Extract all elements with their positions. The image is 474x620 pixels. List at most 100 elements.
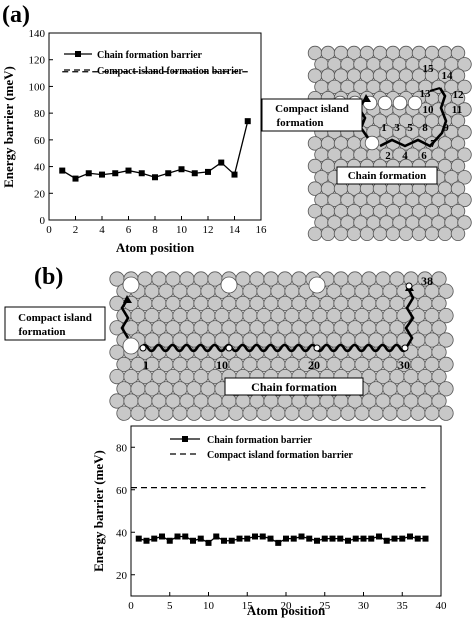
chart-b-xtick-label: 5 [167, 600, 173, 612]
chart-a-ytick-label: 0 [40, 215, 46, 227]
diagram-b-atom [424, 405, 440, 421]
diagram-b-site-marker [401, 344, 409, 352]
chart-b-point [166, 537, 173, 544]
chart-b-ytick-label: 60 [116, 485, 128, 497]
chart-b-point [391, 535, 398, 542]
diagram-b-atom [431, 393, 447, 409]
diagram-a-number: 1 [381, 122, 387, 134]
chart-b-point [244, 535, 251, 542]
diagram-a-chain-arrow [429, 87, 441, 92]
chart-b-xlabel: Atom position [247, 603, 326, 618]
diagram-a-number: 12 [453, 89, 465, 101]
diagram-a-atom [450, 68, 466, 83]
chart-a-frame [48, 32, 262, 221]
diagram-a-atom [333, 226, 349, 242]
diagram-a-atom [457, 124, 472, 140]
diagram-b-number: 1 [143, 358, 149, 372]
diagram-b-atom [326, 405, 342, 421]
chart-b-legend-compact: Compact island formation barrier [207, 450, 353, 461]
chart-b-point [182, 533, 189, 540]
diagram-b-atom [438, 332, 454, 348]
chart-a-ytick-label: 120 [29, 55, 46, 67]
chart-b-point [352, 535, 359, 542]
chart-b-point [368, 535, 375, 542]
chart-b-xtick-label: 40 [436, 600, 448, 612]
chart-a-xtick-label: 10 [176, 224, 188, 236]
diagram-b-number: 30 [398, 358, 410, 372]
chart-a: 0 2 4 6 8 10 12 14 16 0 20 40 60 80 100 120 140 Chain fo… [1, 28, 267, 255]
chart-b-point [298, 533, 305, 540]
diagram-b-atom [130, 405, 146, 421]
chart-b-point [329, 535, 336, 542]
diagram-b-site-marker [139, 344, 147, 352]
chart-b-point [414, 535, 421, 542]
chart-b-point [275, 539, 282, 546]
diagram-b-paths [120, 276, 415, 355]
chart-a-ylabel: Energy barrier (meV) [1, 66, 16, 188]
chart-b-point [407, 533, 413, 540]
chart-a-xtick-label: 16 [256, 224, 268, 236]
diagram-b-atom [340, 405, 356, 421]
diagram-b-number: 38 [421, 274, 433, 288]
diagram-b-atom [438, 405, 454, 421]
diagram-a-atom [346, 226, 362, 242]
diagram-a-atom [307, 226, 323, 242]
chart-b-point [383, 537, 390, 544]
chart-b-point [174, 533, 181, 540]
diagram-a-atom [450, 113, 466, 129]
diagram-b-site-marker [313, 344, 321, 352]
diagram-b-atom [270, 405, 286, 421]
diagram-b-atom [242, 405, 258, 421]
chart-a-xtick-label: 4 [99, 224, 105, 236]
diagram-b-atom [431, 344, 447, 360]
chart-b-point [337, 535, 344, 542]
chart-b-point [321, 535, 328, 542]
chart-b: 0 5 10 15 20 25 30 35 40 20 40 60 80 Chain formation… [91, 425, 448, 618]
chart-b-chain-line [138, 535, 426, 544]
diagram-b-atom [382, 405, 398, 421]
chart-b-point [314, 537, 320, 544]
chart-b-point [306, 535, 313, 542]
diagram-a-atom [457, 57, 472, 72]
chart-a-legend-chain: Chain formation barrier [97, 50, 203, 61]
diagram-b-compact-label-1: Compact island [18, 312, 92, 324]
chart-a-point [178, 166, 185, 173]
diagram-b-atom [228, 405, 244, 421]
chart-b-point [422, 535, 429, 542]
chart-a-xtick-label: 8 [152, 224, 158, 236]
diagram-a-atom [450, 181, 466, 196]
diagram-b-atom [431, 295, 447, 311]
diagram-b-chain-box: Chain formation [224, 377, 364, 396]
diagram-a-atom [457, 192, 472, 208]
diagram-b-compact-path [120, 299, 130, 339]
diagram-a-number: 6 [421, 150, 427, 162]
diagram-a-atom [424, 226, 440, 242]
diagram-a-adatom [364, 135, 380, 151]
chart-b-ylabel: Energy barrier (meV) [91, 450, 106, 572]
diagram-b-atom [431, 320, 447, 336]
diagram-a-atom [450, 90, 466, 106]
chart-a-legend-compact: Compact island formation barrier [97, 66, 243, 77]
chart-a-ytick-label: 20 [34, 188, 46, 200]
diagram-b-atom [438, 283, 454, 299]
chart-a-point [218, 159, 225, 166]
chart-a-point [138, 170, 145, 177]
diagram-b-chain-climb [404, 289, 415, 349]
chart-b-point [135, 535, 142, 542]
diagram-b: 1 10 20 30 38 Compact island formation Chain… [4, 271, 454, 421]
chart-a-ytick-label: 100 [29, 81, 46, 93]
diagram-b-compact-arrow [123, 295, 132, 303]
diagram-b-numbers: 1 10 20 30 38 [143, 274, 433, 372]
chart-b-marks [131, 486, 429, 546]
diagram-b-atom [298, 405, 314, 421]
diagram-b-adatom [308, 276, 326, 294]
diagram-a-number: 15 [423, 63, 435, 75]
diagram-a-adatom [377, 95, 393, 111]
diagram-b-atom [214, 405, 230, 421]
diagram-a-number: 9 [443, 122, 449, 134]
diagram-a-atom [457, 102, 472, 117]
diagram-b-compact-label-2: formation [18, 326, 65, 338]
diagram-b-atom [354, 405, 370, 421]
